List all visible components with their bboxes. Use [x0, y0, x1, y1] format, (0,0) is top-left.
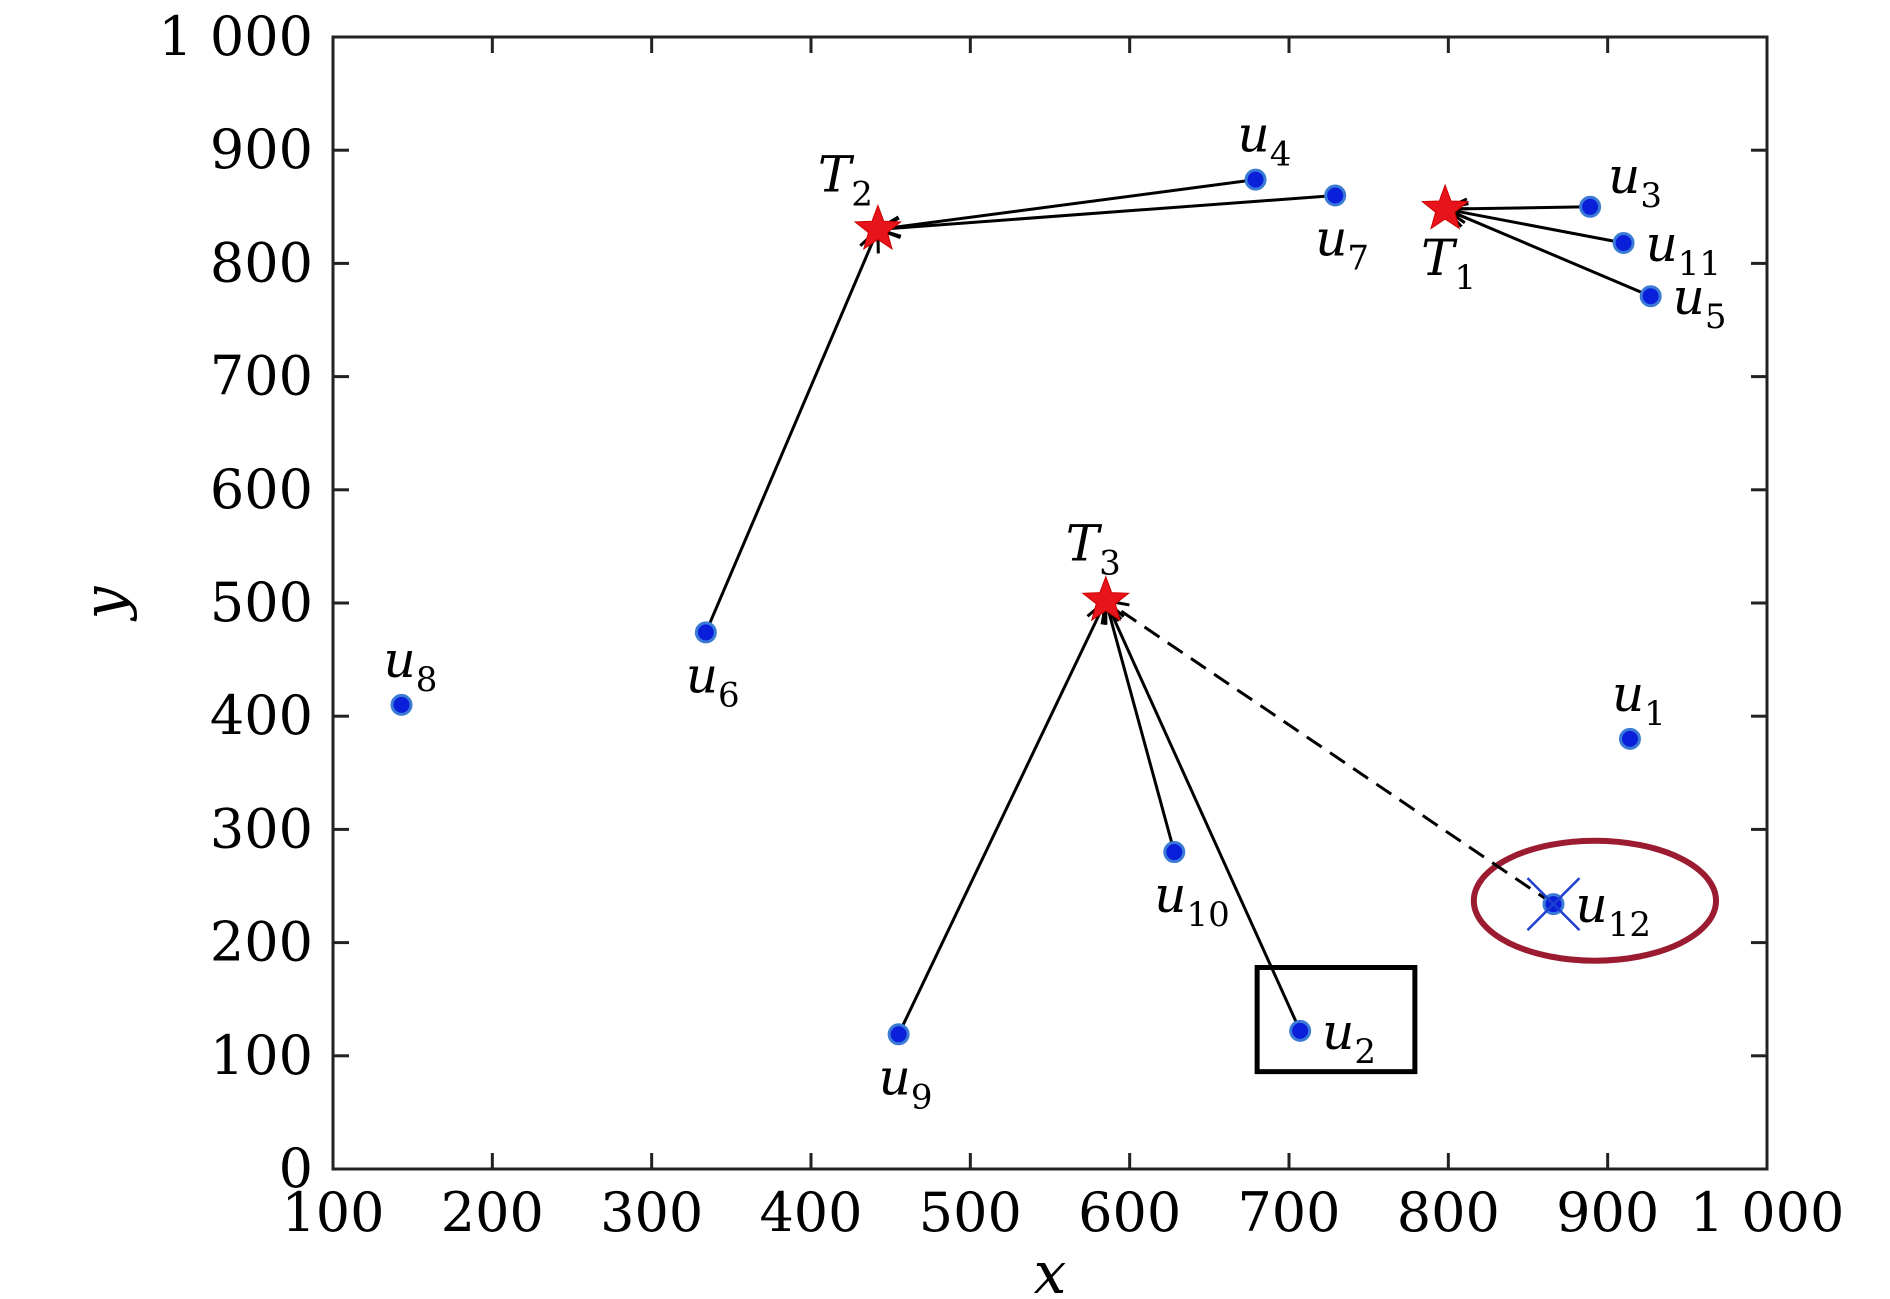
x-tick-label: 800	[1397, 1181, 1500, 1244]
user-point-u7	[1324, 184, 1347, 207]
y-tick-label: 600	[210, 458, 313, 521]
link-u5-T1	[1444, 207, 1652, 298]
label-u8: u8	[384, 631, 438, 700]
label-T3: T3	[1066, 515, 1121, 584]
user-point-u5	[1639, 285, 1662, 308]
user-point-u4	[1244, 168, 1267, 191]
y-tick-label: 700	[210, 345, 313, 408]
points-layer	[390, 168, 1662, 1046]
user-point-u3	[1579, 195, 1602, 218]
user-point-u6	[694, 621, 717, 644]
y-tick-label: 300	[210, 797, 313, 860]
link-u4-T2	[877, 178, 1256, 231]
highlight-box-u2	[1254, 965, 1418, 1075]
link-u11-T1	[1444, 207, 1624, 245]
labels-layer: T1 T2 T3 u1 u2 u3 u4 u5 u6 u7 u8 u9 u10 u11 u12	[384, 106, 1727, 1118]
label-u11: u11	[1646, 215, 1721, 284]
link-u3-T1	[1445, 205, 1591, 211]
x-tick-label: 1 000	[1690, 1181, 1845, 1244]
x-tick-label: 700	[1237, 1181, 1340, 1244]
user-point-u1	[1618, 727, 1641, 750]
link-u2-T3	[1104, 600, 1302, 1032]
label-T2: T2	[818, 145, 873, 214]
user-point-u10	[1163, 841, 1186, 864]
label-u5: u5	[1673, 268, 1727, 337]
y-tick-label: 200	[210, 911, 313, 974]
label-u3: u3	[1608, 147, 1662, 216]
target-star-T2	[853, 203, 903, 251]
y-tick-label: 400	[210, 684, 313, 747]
axes-layer: 100 200 300 400 500 600 700 800 900 1 00001002003…	[70, 5, 1844, 1299]
x-tick-label: 500	[919, 1181, 1022, 1244]
user-point-u9	[887, 1023, 910, 1046]
y-tick-label: 0	[279, 1137, 313, 1200]
links-layer	[704, 178, 1652, 1035]
label-T1: T1	[1421, 229, 1476, 298]
y-axis-label: y	[70, 585, 138, 622]
user-point-u2	[1289, 1019, 1312, 1042]
link-u9-T3	[897, 600, 1108, 1035]
y-tick-label: 800	[210, 231, 313, 294]
user-point-u8	[390, 693, 413, 716]
y-tick-label: 900	[210, 118, 313, 181]
link-u7-T2	[877, 193, 1336, 231]
y-tick-label: 1 000	[158, 5, 313, 68]
highlight-ellipse-u12	[1470, 837, 1720, 964]
user-point-u11	[1612, 232, 1635, 255]
label-u10: u10	[1154, 866, 1229, 935]
label-u9: u9	[879, 1048, 933, 1117]
target-star-T3	[1081, 575, 1130, 622]
x-tick-label: 600	[1078, 1181, 1181, 1244]
link-u12-T3	[1104, 599, 1555, 906]
y-tick-label: 500	[210, 571, 313, 634]
cross-mark-u12	[1526, 877, 1581, 931]
label-u7: u7	[1315, 209, 1369, 278]
link-u6-T2	[704, 228, 880, 634]
label-u4: u4	[1238, 106, 1292, 175]
highlights-layer	[1254, 837, 1720, 1075]
x-tick-label: 400	[759, 1181, 862, 1244]
target-star-T1	[1420, 183, 1470, 230]
x-tick-label: 200	[441, 1181, 544, 1244]
label-u2: u2	[1322, 1003, 1376, 1072]
label-u12: u12	[1575, 876, 1650, 945]
x-tick-label: 100	[281, 1181, 384, 1244]
x-axis-label: x	[1034, 1239, 1067, 1299]
link-u10-T3	[1104, 600, 1176, 853]
y-tick-label: 100	[210, 1024, 313, 1087]
x-tick-label: 300	[600, 1181, 703, 1244]
x-tick-label: 900	[1556, 1181, 1659, 1244]
label-u1: u1	[1612, 665, 1666, 734]
label-u6: u6	[686, 646, 740, 715]
